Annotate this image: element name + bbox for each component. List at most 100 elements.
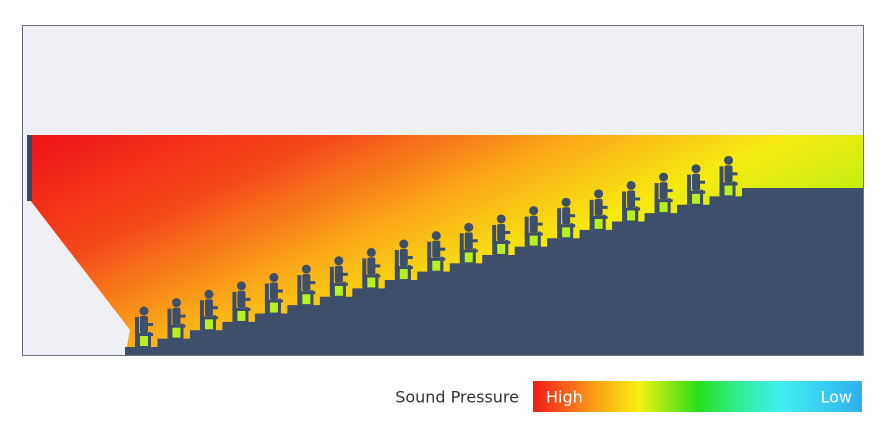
- chair-back: [654, 183, 659, 214]
- head: [366, 247, 376, 257]
- chair-back: [589, 199, 594, 230]
- head: [139, 306, 149, 316]
- leg: [407, 265, 411, 280]
- head: [496, 214, 506, 224]
- chair-seat: [394, 266, 413, 270]
- leg: [342, 281, 346, 296]
- head: [464, 222, 474, 232]
- head: [626, 180, 636, 190]
- chair-seat: [524, 232, 543, 236]
- arm: [145, 323, 153, 326]
- leg: [212, 315, 216, 330]
- torso: [464, 232, 473, 250]
- chair-back: [492, 224, 497, 255]
- chair-seat: [492, 240, 511, 244]
- chair-back: [297, 275, 302, 306]
- chair-seat: [167, 324, 186, 328]
- chair-seat: [622, 207, 641, 211]
- chair-back: [232, 291, 237, 322]
- chair-back: [719, 166, 724, 197]
- chair-back: [524, 216, 529, 247]
- chair-back: [264, 283, 269, 314]
- torso: [594, 198, 603, 216]
- arm: [599, 205, 608, 209]
- chair-seat: [297, 291, 316, 295]
- head: [334, 256, 344, 266]
- chair-back: [622, 191, 627, 222]
- arm: [664, 189, 673, 193]
- torso: [562, 207, 571, 225]
- chair-back: [459, 233, 464, 264]
- torso: [692, 173, 701, 191]
- arm: [469, 239, 478, 243]
- head: [236, 281, 246, 291]
- chair-back: [329, 266, 334, 297]
- arm: [339, 272, 348, 276]
- leg: [635, 206, 639, 221]
- chair-back: [557, 208, 562, 239]
- torso: [627, 190, 636, 208]
- chair-seat: [654, 199, 673, 203]
- leg: [667, 198, 671, 213]
- torso: [529, 215, 538, 233]
- torso: [172, 307, 181, 325]
- chair-back: [687, 174, 692, 205]
- leg: [440, 256, 444, 271]
- leg: [310, 290, 314, 305]
- chair-seat: [264, 299, 283, 303]
- leg: [245, 306, 249, 321]
- chair-back: [135, 317, 139, 347]
- chair-seat: [427, 257, 446, 261]
- arm: [274, 289, 283, 293]
- chair-seat: [459, 249, 478, 253]
- arm: [177, 314, 186, 318]
- head: [561, 197, 571, 207]
- chair-seat: [362, 274, 381, 278]
- head: [594, 189, 604, 199]
- chair-seat: [589, 215, 608, 219]
- legend-colorbar: [533, 381, 862, 412]
- chair-seat: [232, 307, 251, 311]
- legend-low: Low: [820, 388, 852, 407]
- arm: [242, 297, 251, 301]
- chair-back: [167, 308, 172, 339]
- head: [399, 239, 409, 249]
- arm: [307, 281, 316, 285]
- arm: [209, 306, 218, 310]
- stairs: [125, 188, 863, 355]
- arm: [697, 180, 706, 184]
- head: [269, 273, 279, 283]
- head: [659, 172, 669, 182]
- chair-back: [394, 250, 399, 281]
- chair-seat: [199, 316, 218, 320]
- chair-seat: [135, 333, 153, 336]
- leg: [180, 323, 184, 338]
- torso: [334, 265, 343, 283]
- head: [724, 155, 734, 165]
- chair-seat: [329, 282, 348, 286]
- room: [30, 135, 863, 355]
- arm: [502, 230, 511, 234]
- leg: [602, 214, 606, 229]
- leg: [472, 248, 476, 263]
- arm: [567, 214, 576, 218]
- leg: [277, 298, 281, 313]
- torso: [204, 299, 213, 317]
- torso: [302, 274, 311, 292]
- head: [529, 206, 539, 216]
- chair-seat: [557, 224, 576, 228]
- chair-back: [199, 300, 204, 331]
- torso: [237, 290, 246, 308]
- legend-title: Sound Pressure: [395, 388, 519, 407]
- arm: [404, 256, 413, 260]
- torso: [367, 257, 376, 275]
- torso: [140, 316, 148, 333]
- arm: [729, 172, 738, 176]
- torso: [724, 165, 733, 183]
- torso: [399, 249, 408, 267]
- torso: [497, 223, 506, 241]
- chair-seat: [719, 182, 738, 186]
- head: [431, 231, 441, 241]
- torso: [269, 282, 278, 300]
